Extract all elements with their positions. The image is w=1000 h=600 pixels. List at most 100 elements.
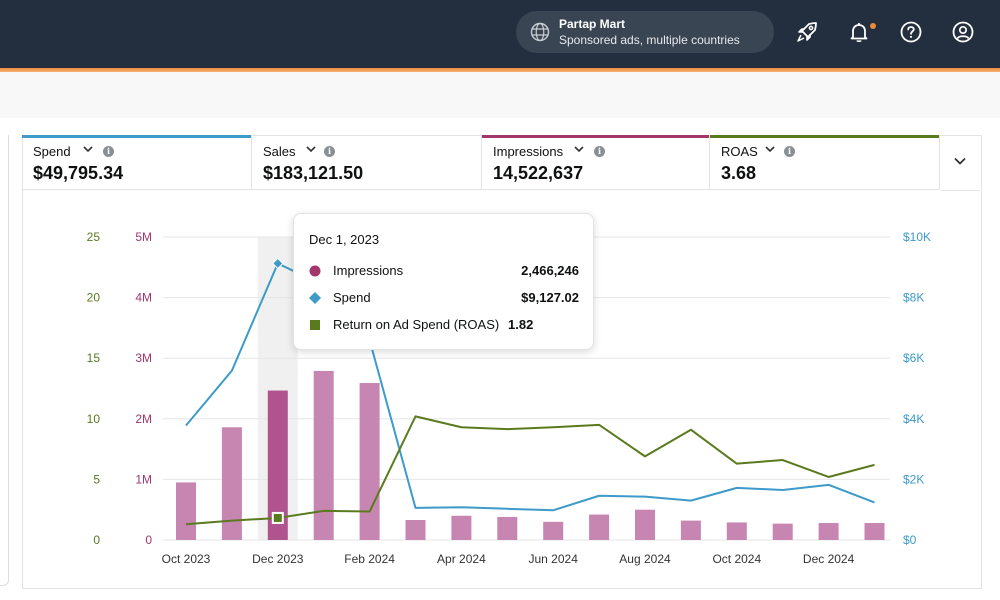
roas-axis-tick-label: 25 bbox=[87, 230, 101, 244]
metric-value: $183,121.50 bbox=[263, 163, 364, 183]
chevron-down-icon bbox=[954, 157, 966, 165]
metric-color-bar bbox=[710, 135, 939, 138]
tooltip-row-spend: Spend $9,127.02 bbox=[309, 289, 579, 307]
info-icon[interactable]: i bbox=[594, 146, 605, 157]
tooltip-value: $9,127.02 bbox=[521, 290, 579, 305]
info-icon[interactable]: i bbox=[784, 146, 795, 157]
impressions-bar bbox=[176, 482, 196, 540]
x-axis-tick-label: Dec 2023 bbox=[252, 552, 304, 566]
top-navigation-bar: Partap Mart Sponsored ads, multiple coun… bbox=[0, 0, 1000, 70]
left-panel-edge bbox=[0, 135, 9, 586]
roas-axis-tick-label: 15 bbox=[87, 351, 101, 365]
tooltip-row-impressions: Impressions 2,466,246 bbox=[309, 262, 579, 280]
spend-point-marker bbox=[272, 257, 284, 270]
impressions-bar bbox=[543, 521, 564, 540]
roas-axis-tick-label: 0 bbox=[93, 533, 100, 547]
x-axis-tick-label: Feb 2024 bbox=[344, 552, 395, 566]
spend-legend-icon bbox=[309, 292, 321, 304]
spend-axis-tick-label: $6K bbox=[903, 351, 924, 365]
impressions-bar bbox=[405, 520, 426, 540]
roas-legend-icon bbox=[310, 320, 320, 330]
tooltip-date: Dec 1, 2023 bbox=[309, 232, 380, 247]
rocket-icon[interactable] bbox=[795, 20, 819, 44]
x-axis-tick-label: Aug 2024 bbox=[619, 552, 671, 566]
spend-axis-tick-label: $2K bbox=[903, 472, 924, 486]
metric-tabs: Spend i $49,795.34 Sales i $183,121.50 I… bbox=[22, 135, 940, 191]
tooltip-row-roas: Return on Ad Spend (ROAS) 1.82 bbox=[309, 316, 579, 334]
tooltip-label: Return on Ad Spend (ROAS) bbox=[333, 317, 500, 332]
tooltip-value: 1.82 bbox=[508, 317, 534, 332]
impressions-bar bbox=[818, 523, 839, 540]
info-icon[interactable]: i bbox=[103, 146, 114, 157]
metric-tab-roas[interactable]: ROAS i 3.68 bbox=[710, 135, 940, 190]
metric-value: 3.68 bbox=[721, 163, 757, 183]
roas-axis-tick-label: 5 bbox=[93, 472, 100, 486]
impressions-axis-tick-label: 1M bbox=[135, 472, 152, 486]
tooltip-label: Spend bbox=[333, 290, 371, 305]
chart-tooltip: Dec 1, 2023 Impressions 2,466,246 Spend … bbox=[293, 213, 594, 350]
metric-color-bar bbox=[22, 135, 251, 138]
impressions-bar bbox=[680, 520, 701, 540]
impressions-bar bbox=[635, 509, 655, 540]
help-icon[interactable] bbox=[899, 20, 923, 44]
account-description: Sponsored ads, multiple countries bbox=[559, 33, 740, 47]
chevron-down-icon[interactable] bbox=[83, 145, 93, 153]
metric-label: ROAS bbox=[721, 144, 758, 159]
x-axis-tick-label: Dec 2024 bbox=[803, 552, 855, 566]
spend-axis-tick-label: $0 bbox=[903, 533, 917, 547]
sub-navigation-bar bbox=[0, 72, 1000, 118]
tooltip-value: 2,466,246 bbox=[521, 263, 579, 278]
roas-series-line bbox=[185, 415, 875, 526]
header-accent-line bbox=[0, 68, 1000, 72]
chevron-down-icon[interactable] bbox=[765, 145, 775, 153]
notification-dot bbox=[870, 23, 876, 29]
account-switcher[interactable]: Partap Mart Sponsored ads, multiple coun… bbox=[516, 11, 774, 53]
metric-label: Impressions bbox=[493, 144, 564, 159]
roas-axis-tick-label: 20 bbox=[87, 291, 101, 305]
chevron-down-icon[interactable] bbox=[306, 145, 316, 153]
impressions-axis-tick-label: 0 bbox=[145, 533, 152, 547]
impressions-bar bbox=[589, 514, 610, 540]
user-profile-icon[interactable] bbox=[951, 20, 975, 44]
metric-tab-spend[interactable]: Spend i $49,795.34 bbox=[22, 135, 252, 190]
impressions-axis-tick-label: 2M bbox=[135, 412, 152, 426]
metric-value: 14,522,637 bbox=[493, 163, 584, 183]
impressions-bar bbox=[313, 370, 334, 540]
account-name: Partap Mart bbox=[559, 17, 626, 31]
x-axis-tick-label: Oct 2023 bbox=[162, 552, 211, 566]
globe-icon bbox=[530, 22, 550, 42]
bell-icon[interactable] bbox=[847, 20, 871, 44]
performance-chart-panel bbox=[22, 135, 982, 589]
x-axis-tick-label: Apr 2024 bbox=[437, 552, 486, 566]
info-icon[interactable]: i bbox=[324, 146, 335, 157]
roas-point-marker bbox=[271, 511, 284, 524]
impressions-bar bbox=[497, 516, 518, 540]
x-axis-tick-label: Oct 2024 bbox=[712, 552, 761, 566]
impressions-bar bbox=[451, 515, 472, 540]
x-axis-tick-label: Jun 2024 bbox=[529, 552, 579, 566]
impressions-bar bbox=[772, 523, 793, 540]
metric-label: Spend bbox=[33, 144, 71, 159]
metric-tab-impressions[interactable]: Impressions i 14,522,637 bbox=[482, 135, 710, 190]
impressions-bar bbox=[726, 522, 747, 540]
spend-axis-tick-label: $10K bbox=[903, 230, 931, 244]
metric-color-bar bbox=[482, 135, 709, 138]
impressions-axis-tick-label: 4M bbox=[135, 291, 152, 305]
metric-tab-sales[interactable]: Sales i $183,121.50 bbox=[252, 135, 482, 190]
metric-label: Sales bbox=[263, 144, 296, 159]
impressions-bar bbox=[267, 390, 288, 540]
impressions-axis-tick-label: 5M bbox=[135, 230, 152, 244]
impressions-bar bbox=[221, 427, 242, 540]
spend-axis-tick-label: $8K bbox=[903, 291, 924, 305]
metric-value: $49,795.34 bbox=[33, 163, 124, 183]
spend-axis-tick-label: $4K bbox=[903, 412, 924, 426]
roas-axis-tick-label: 10 bbox=[87, 412, 101, 426]
impressions-bar bbox=[864, 523, 885, 540]
expand-metrics-button[interactable] bbox=[941, 135, 980, 191]
impressions-bar bbox=[359, 383, 380, 540]
tooltip-label: Impressions bbox=[333, 263, 404, 278]
chevron-down-icon[interactable] bbox=[574, 145, 584, 153]
impressions-legend-icon bbox=[309, 265, 321, 277]
impressions-axis-tick-label: 3M bbox=[135, 351, 152, 365]
